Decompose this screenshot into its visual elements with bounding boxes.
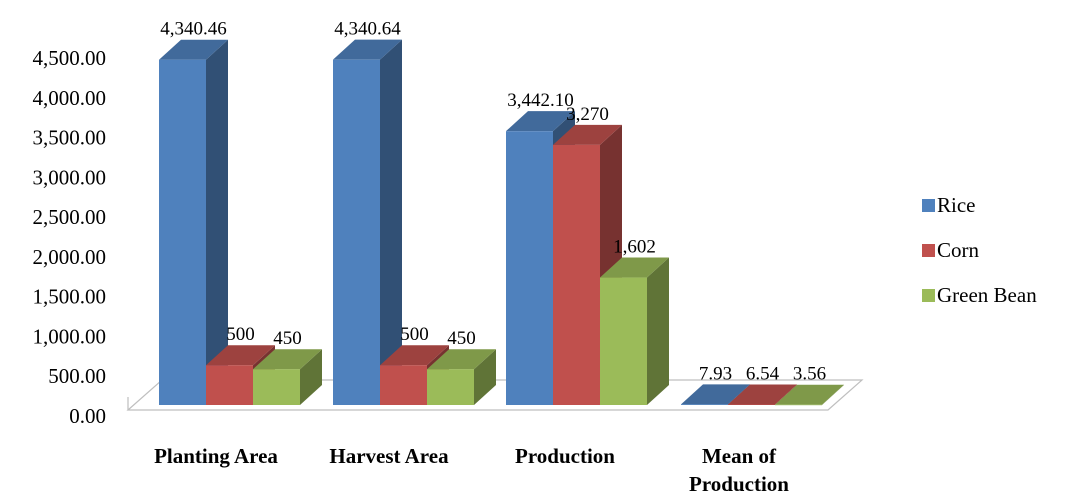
legend-item: Corn (922, 238, 980, 262)
legend-swatch (922, 289, 935, 302)
y-tick-label: 1,000.00 (33, 324, 107, 348)
legend-label: Corn (937, 238, 980, 262)
legend-label: Rice (937, 193, 975, 217)
data-label: 4,340.46 (160, 19, 227, 40)
y-tick-label: 3,000.00 (33, 165, 107, 189)
y-tick-label: 2,500.00 (33, 205, 107, 229)
bar-rice (333, 39, 402, 405)
legend-swatch (922, 199, 935, 212)
y-tick-label: 0.00 (69, 404, 106, 428)
data-label: 500 (400, 324, 429, 345)
legend: Rice Corn Green Bean (922, 193, 1037, 307)
bars (159, 39, 844, 406)
bar-rice (159, 39, 228, 406)
y-axis: 0.00 500.00 1,000.00 1,500.00 2,000.00 2,500.… (33, 46, 107, 428)
category-label: Production (515, 444, 615, 468)
data-label: 6.54 (746, 363, 780, 384)
data-label: 3,270 (566, 104, 609, 125)
legend-item: Rice (922, 193, 975, 217)
legend-label: Green Bean (937, 283, 1037, 307)
data-label: 450 (447, 328, 476, 349)
chart-floor (126, 379, 864, 411)
y-tick-label: 4,500.00 (33, 46, 107, 70)
data-label: 500 (226, 324, 255, 345)
data-label: 3.56 (793, 364, 826, 385)
data-label: 450 (273, 328, 302, 349)
data-label: 4,340.64 (334, 19, 401, 40)
bar-green-bean (775, 384, 844, 406)
y-tick-label: 500.00 (48, 364, 106, 388)
bar-green-bean (253, 349, 322, 405)
y-tick-label: 3,500.00 (33, 126, 107, 150)
data-labels: 4,340.46 500 450 4,340.64 500 450 3,442.103,27… (160, 19, 826, 385)
category-label: Planting Area (154, 444, 278, 468)
category-label: Harvest Area (329, 444, 449, 468)
data-label: 7.93 (699, 363, 732, 384)
y-tick-label: 4,000.00 (33, 86, 107, 110)
category-labels: Planting Area Harvest Area Production Mean … (154, 444, 789, 496)
data-label: 3,442.10 (507, 90, 574, 111)
bar-green-bean (600, 257, 669, 405)
bar-green-bean (427, 349, 496, 405)
legend-swatch (922, 244, 935, 257)
floor-outline (126, 379, 864, 411)
legend-item: Green Bean (922, 283, 1037, 307)
y-tick-label: 1,500.00 (33, 285, 107, 309)
data-label: 1,602 (613, 237, 656, 258)
category-label: Mean of Production (689, 444, 789, 496)
y-tick-label: 2,000.00 (33, 245, 107, 269)
